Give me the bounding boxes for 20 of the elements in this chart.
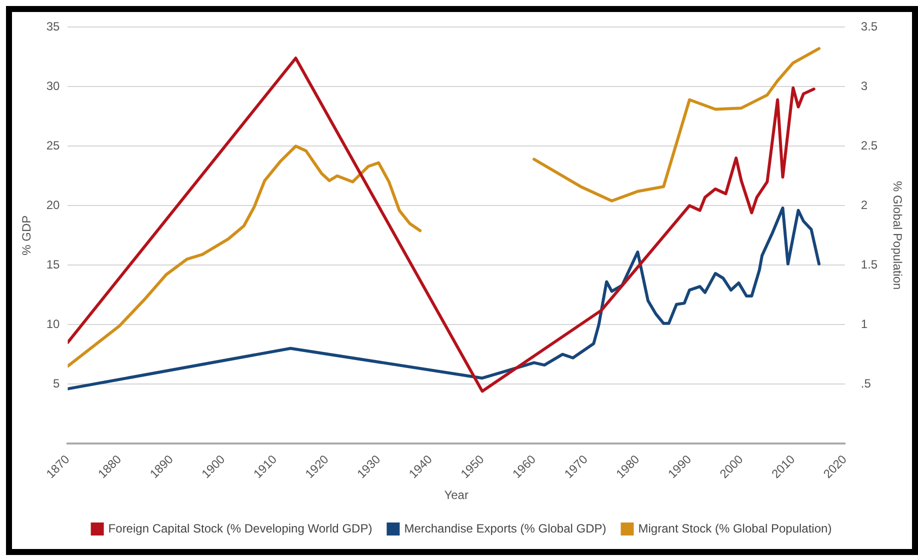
y2-tick-label: 3.5 [860, 20, 878, 34]
y-tick-label: 35 [46, 20, 60, 34]
y2-tick-label: 1 [860, 316, 868, 331]
y-tick-label: 10 [46, 316, 60, 331]
legend-label: Migrant Stock (% Global Population) [638, 521, 832, 536]
y-tick-label: 15 [46, 257, 60, 272]
y-tick-label: 20 [46, 198, 60, 212]
y-tick-label: 25 [46, 138, 60, 152]
y2-tick-label: 2.5 [860, 138, 878, 152]
y2-tick-label: 1.5 [860, 257, 878, 272]
y-tick-label: 30 [46, 78, 60, 93]
y2-tick-label: .5 [860, 376, 872, 390]
y2-tick-label: 3 [860, 78, 868, 93]
y2-tick-label: 2 [860, 198, 868, 212]
y2-axis-title: % Global Population [890, 180, 904, 290]
legend-label: Foreign Capital Stock (% Developing World GDP) [108, 521, 372, 536]
legend-label: Merchandise Exports (% Global GDP) [404, 521, 606, 536]
y-axis-title: % GDP [20, 215, 34, 256]
y-tick-label: 5 [53, 376, 60, 390]
x-axis-title: Year [444, 488, 468, 502]
